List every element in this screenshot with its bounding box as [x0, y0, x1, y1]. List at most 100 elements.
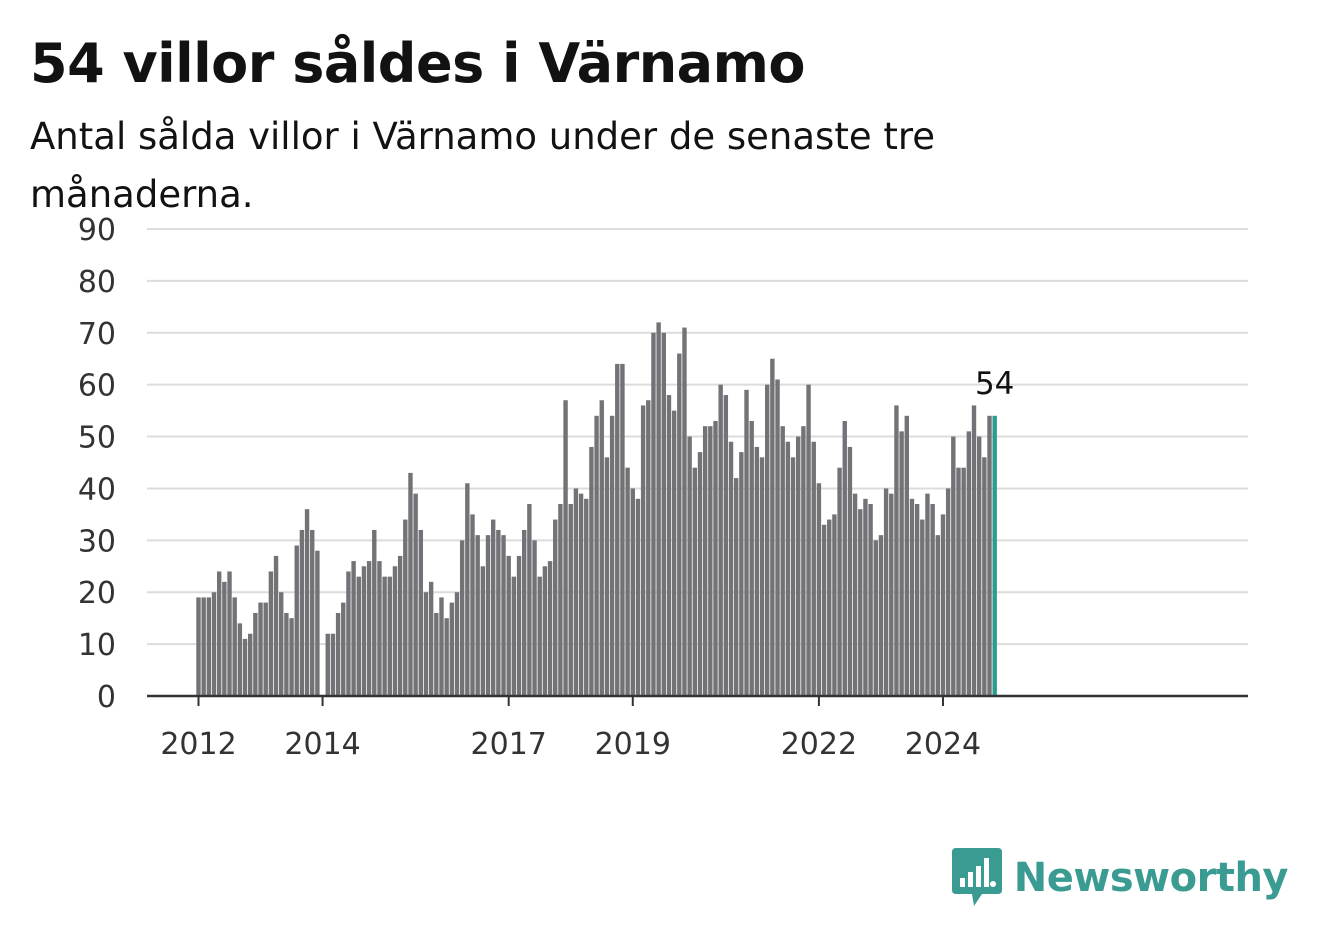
bar	[216, 571, 222, 696]
bar	[687, 436, 692, 696]
bar	[428, 581, 434, 696]
y-tick-label: 0	[97, 680, 116, 715]
bar	[242, 638, 248, 696]
y-tick-label: 10	[78, 628, 116, 663]
bar	[723, 395, 729, 696]
bar	[237, 623, 243, 696]
bar	[697, 452, 703, 696]
bar	[594, 415, 599, 696]
bar	[553, 519, 558, 696]
bar	[418, 529, 424, 696]
bar	[304, 509, 310, 696]
bar	[268, 571, 274, 696]
bar	[868, 504, 873, 696]
bar-chart-badge-icon	[951, 848, 1002, 906]
bar	[713, 420, 718, 696]
bar	[346, 571, 351, 696]
bar	[930, 504, 935, 696]
bar	[351, 561, 356, 696]
bar	[625, 467, 630, 696]
bar	[863, 498, 868, 696]
bar	[542, 566, 548, 696]
bar	[899, 431, 904, 696]
bar	[677, 353, 682, 696]
bar	[299, 529, 305, 696]
bar	[397, 555, 403, 696]
bar	[661, 332, 666, 696]
bar	[635, 498, 641, 696]
bar	[537, 576, 542, 696]
bar	[335, 612, 341, 696]
bar	[739, 452, 744, 696]
bar	[563, 400, 568, 696]
bar	[656, 322, 661, 696]
bar	[796, 436, 801, 696]
bar	[325, 633, 330, 696]
bar	[790, 457, 796, 696]
bar	[604, 457, 610, 696]
bar	[718, 384, 723, 696]
bar	[459, 540, 465, 696]
bar	[284, 612, 289, 696]
bar	[951, 436, 956, 696]
x-tick-label: 2019	[595, 727, 671, 762]
brand-name: Newsworthy	[1013, 855, 1289, 901]
bar	[434, 612, 439, 696]
bar	[403, 519, 408, 696]
bar	[444, 618, 449, 696]
bar	[258, 602, 263, 696]
bar	[206, 597, 212, 696]
bar	[909, 498, 915, 696]
bar	[584, 498, 589, 696]
bar	[578, 493, 584, 696]
bar	[377, 561, 382, 696]
bar	[532, 540, 537, 696]
bar	[382, 576, 387, 696]
bar	[589, 446, 594, 696]
bar-highlight	[992, 415, 997, 696]
bar	[361, 566, 367, 696]
bar	[832, 514, 837, 696]
bar	[925, 493, 930, 696]
bar	[222, 581, 227, 696]
bar	[511, 576, 517, 696]
bar	[480, 566, 486, 696]
bar	[387, 576, 392, 696]
bar	[609, 415, 615, 696]
bar	[904, 415, 909, 696]
bar	[966, 431, 972, 696]
bar	[408, 472, 413, 696]
bar	[449, 602, 455, 696]
bar	[599, 400, 604, 696]
x-tick-label: 2014	[284, 727, 360, 762]
bar	[356, 576, 361, 696]
bar	[935, 535, 941, 696]
bar	[392, 566, 398, 696]
bar	[806, 384, 811, 696]
bar	[558, 504, 563, 696]
bar	[573, 488, 579, 696]
bar	[615, 363, 620, 696]
bar	[728, 441, 734, 696]
value-annotation: 54	[975, 366, 1014, 402]
bar	[847, 446, 853, 696]
bar	[821, 524, 827, 696]
bar	[273, 555, 279, 696]
bar	[568, 504, 573, 696]
x-tick-label: 2012	[160, 727, 236, 762]
bar	[889, 493, 894, 696]
bar	[827, 519, 832, 696]
bar	[341, 602, 346, 696]
y-tick-label: 90	[78, 213, 116, 248]
bar	[883, 488, 889, 696]
bar	[770, 358, 775, 696]
bar	[987, 415, 992, 696]
bar	[878, 535, 884, 696]
bar	[801, 426, 806, 696]
x-tick-label: 2024	[905, 727, 981, 762]
bar	[211, 592, 217, 696]
bar	[232, 597, 237, 696]
bar	[733, 478, 739, 696]
y-tick-label: 50	[78, 421, 116, 456]
bar	[490, 519, 496, 696]
